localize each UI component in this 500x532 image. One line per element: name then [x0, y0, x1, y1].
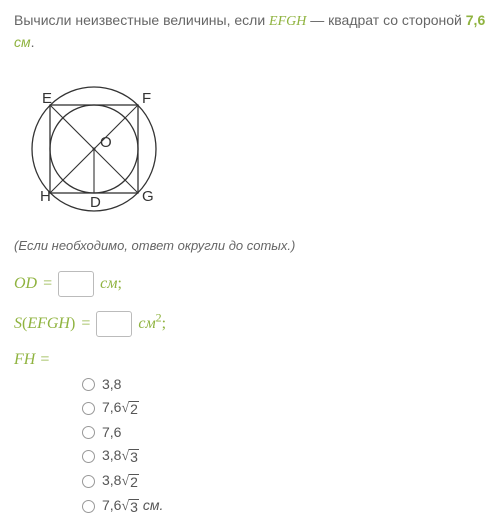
option-label: 7,6√3 см. — [102, 497, 163, 515]
svg-text:F: F — [142, 90, 151, 107]
side-unit: см — [14, 34, 31, 50]
fh-option-1[interactable]: 7,6√2 — [82, 399, 486, 417]
area-unit: см2; — [138, 315, 166, 333]
period: . — [31, 34, 35, 50]
radio-icon — [82, 450, 95, 463]
area-input[interactable] — [96, 311, 132, 337]
shape-name: EFGH — [269, 14, 306, 29]
fh-option-4[interactable]: 3,8√2 — [82, 472, 486, 490]
od-input[interactable] — [58, 271, 94, 297]
fh-option-2[interactable]: 7,6 — [82, 424, 486, 440]
od-var: OD — [14, 275, 37, 293]
svg-text:G: G — [142, 188, 154, 205]
fh-option-5[interactable]: 7,6√3 см. — [82, 497, 486, 515]
rounding-hint: (Если необходимо, ответ округли до сотых… — [14, 238, 486, 253]
fh-var: FH — [14, 351, 35, 368]
geometry-diagram: E F G H O D — [14, 67, 486, 220]
radio-icon — [82, 378, 95, 391]
radio-icon — [82, 426, 95, 439]
fh-options: 3,8 7,6√2 7,6 3,8√3 3,8√2 7,6√3 см. — [82, 376, 486, 515]
fh-eq: = — [35, 351, 50, 368]
svg-text:D: D — [90, 194, 101, 211]
option-label: 3,8√3 — [102, 447, 139, 465]
radio-icon — [82, 402, 95, 415]
option-label: 3,8 — [102, 376, 121, 392]
fh-option-3[interactable]: 3,8√3 — [82, 447, 486, 465]
option-label: 7,6 — [102, 424, 121, 440]
area-eq: = — [81, 315, 90, 333]
option-label: 3,8√2 — [102, 472, 139, 490]
side-value: 7,6 — [466, 12, 485, 28]
answer-od: OD = см; — [14, 271, 486, 297]
option-label: 7,6√2 — [102, 399, 139, 417]
problem-middle: — квадрат со стороной — [306, 12, 465, 28]
problem-prefix: Вычисли неизвестные величины, если — [14, 12, 269, 28]
answer-fh-label: FH = — [14, 351, 486, 369]
radio-icon — [82, 500, 95, 513]
svg-text:E: E — [42, 90, 52, 107]
od-eq: = — [43, 275, 52, 293]
svg-text:H: H — [40, 188, 51, 205]
fh-option-0[interactable]: 3,8 — [82, 376, 486, 392]
area-var: S(EFGH) — [14, 315, 75, 333]
problem-statement: Вычисли неизвестные величины, если EFGH … — [14, 10, 486, 53]
radio-icon — [82, 475, 95, 488]
od-unit: см; — [100, 275, 122, 293]
svg-text:O: O — [100, 134, 112, 151]
answer-area: S(EFGH) = см2; — [14, 311, 486, 337]
